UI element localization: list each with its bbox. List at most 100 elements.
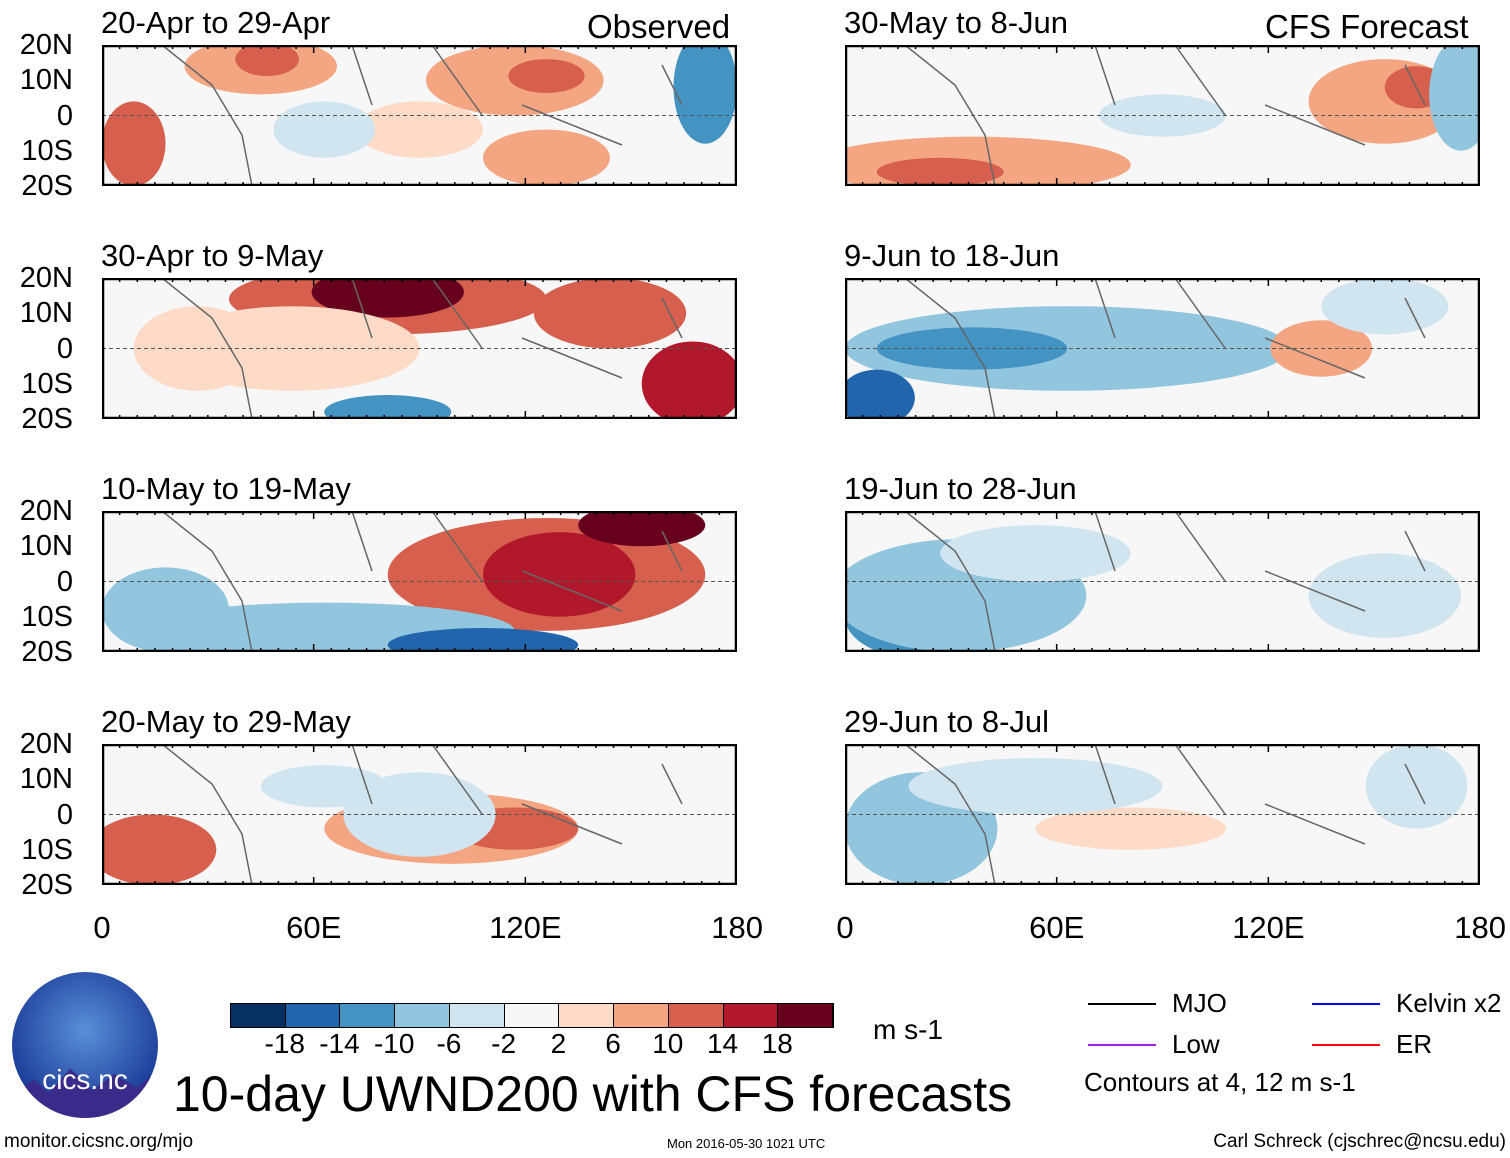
lon-label: 60E [286,910,342,945]
anomaly-shade [133,306,261,391]
colorbar-tick: 6 [605,1028,621,1059]
map-panel-observed [102,45,737,186]
colorbar-tick: 18 [761,1028,793,1059]
colorbar-tick: -18 [264,1028,305,1059]
colorbar-tick: -14 [319,1028,360,1059]
colorbar-swatch [449,1004,505,1027]
anomaly-shade [483,532,636,617]
panel-title: 30-Apr to 9-May [101,238,324,273]
anomaly-shade [324,395,452,419]
colorbar-swatch [340,1004,396,1027]
anomaly-shade [1321,278,1449,335]
coastline [904,744,1426,885]
colorbar-unit: m s-1 [873,1014,943,1045]
lat-label: 0 [56,99,73,132]
coastline [161,278,683,419]
anomaly-shade [641,341,737,419]
map-panel-observed [102,511,737,652]
contour-note: Contours at 4, 12 m s-1 [1084,1067,1356,1097]
anomaly-shade [102,101,166,186]
anomaly-shade [273,101,376,158]
anomaly-shade [578,511,706,547]
lat-label: 0 [56,565,73,598]
lat-label: 20N [19,728,73,760]
colorbar-tick: 14 [706,1028,739,1059]
anomaly-shade [845,369,915,419]
lat-label: 0 [56,798,73,831]
lat-label: 10N [19,763,73,796]
observed-label: Observed [587,8,731,45]
logo-text: cics.nc [42,1064,128,1095]
colorbar-tick: 10 [652,1028,684,1059]
colorbar-swatch [668,1004,724,1027]
lat-label: 20S [21,636,73,668]
coastline [161,45,683,186]
lat-label: 10S [21,134,73,167]
colorbar-swatch [614,1004,669,1027]
colorbar-tick: 2 [550,1028,567,1059]
panel-title: 20-May to 29-May [101,704,351,739]
panel-title: 20-Apr to 29-Apr [101,5,331,40]
coastline [161,744,683,885]
anomaly-shade [1035,807,1226,850]
lat-label: 20S [21,869,73,901]
lat-label: 20N [19,29,73,61]
coastline [161,511,683,652]
map-panel-observed [102,744,737,885]
lon-label: 120E [1232,910,1305,945]
forecast-label: CFS Forecast [1265,8,1469,45]
colorbar-swatch [723,1004,779,1027]
anomaly-shade [508,59,585,93]
anomaly-shade [940,525,1131,582]
lon-label: 60E [1029,910,1085,945]
legend-label: Kelvin x2 [1396,988,1502,1018]
footer-timestamp: Mon 2016-05-30 1021 UTC [667,1136,826,1151]
figure-title: 10-day UWND200 with CFS forecasts [173,1066,1013,1122]
anomaly-shade [102,567,229,652]
anomaly-shade [876,157,1004,186]
lat-label: 20N [19,495,73,527]
lat-label: 0 [56,332,73,365]
anomaly-shade [260,765,388,808]
colorbar-tick: -6 [436,1028,462,1059]
coastline [904,45,1426,186]
lon-label: 0 [836,910,854,945]
coastline [904,511,1426,652]
colorbar-swatch [504,1004,560,1027]
legend-label: Low [1172,1029,1220,1059]
colorbar-tick: -2 [491,1028,517,1059]
anomaly-shade [235,45,299,77]
lat-label: 10S [21,600,73,633]
anomaly-shade [1429,45,1480,151]
panel-title: 10-May to 19-May [101,471,351,506]
colorbar-swatch [559,1004,615,1027]
legend-label: MJO [1172,988,1227,1018]
lat-label: 20S [21,403,73,435]
colorbar-swatch [778,1004,834,1027]
anomaly-shade [533,278,687,349]
panel-title: 30-May to 8-Jun [844,5,1068,40]
lon-label: 180 [711,910,763,945]
panel-title: 9-Jun to 18-Jun [844,238,1060,273]
map-panel-forecast [845,744,1480,885]
lat-label: 10N [19,297,73,330]
lon-label: 0 [93,910,111,945]
anomaly-shade [356,101,483,158]
anomaly-shade [311,278,464,318]
lon-label: 180 [1454,910,1506,945]
colorbar-swatch [395,1004,450,1027]
legend-line [1088,1044,1156,1046]
footer-url[interactable]: monitor.cicsnc.org/mjo [4,1131,194,1152]
anomaly-shade [673,45,737,144]
lat-label: 10N [19,530,73,563]
anomaly-shade [102,814,217,885]
lat-label: 10S [21,833,73,866]
panel-title: 29-Jun to 8-Jul [844,704,1050,739]
legend-line [1312,1003,1380,1005]
lon-label: 120E [489,910,562,945]
lat-label: 10S [21,367,73,400]
coastline [904,278,1426,419]
legend-line [1088,1003,1156,1005]
colorbar-swatch [285,1004,341,1027]
